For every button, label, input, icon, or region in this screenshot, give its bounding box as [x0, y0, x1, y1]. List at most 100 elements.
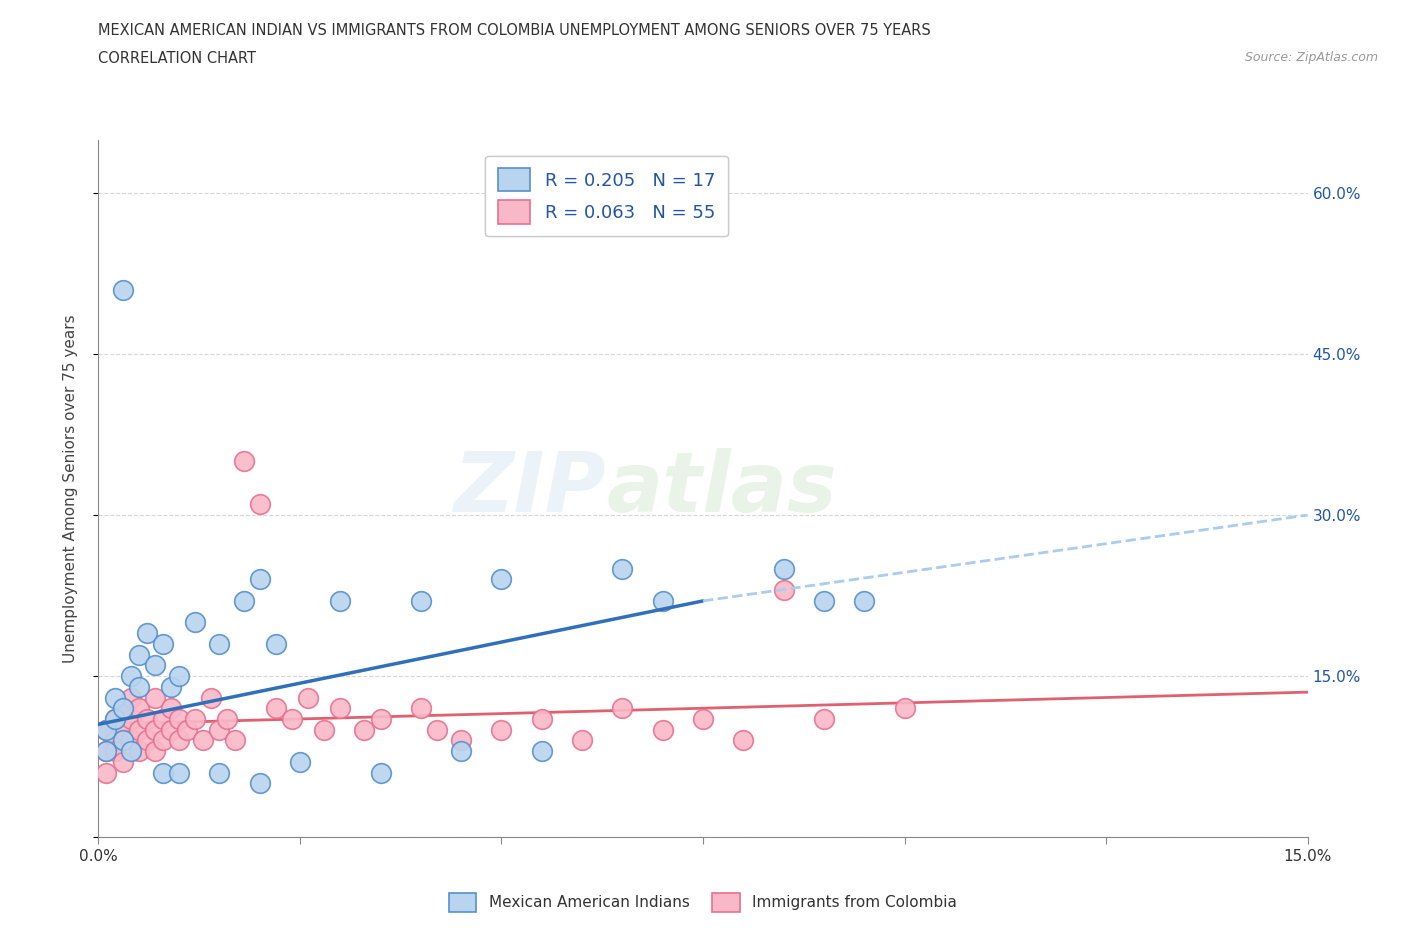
Text: atlas: atlas [606, 447, 837, 529]
Point [612, 562, 634, 577]
Point [111, 701, 134, 716]
Point [160, 723, 183, 737]
Point [111, 283, 134, 298]
Point [128, 679, 150, 694]
Point [353, 723, 375, 737]
Point [111, 754, 134, 769]
Y-axis label: Unemployment Among Seniors over 75 years: Unemployment Among Seniors over 75 years [63, 314, 77, 662]
Point [103, 733, 125, 748]
Point [208, 765, 231, 780]
Point [491, 572, 513, 587]
Point [143, 723, 166, 737]
Point [409, 593, 432, 608]
Point [128, 647, 150, 662]
Point [651, 723, 673, 737]
Point [297, 690, 319, 705]
Point [370, 765, 392, 780]
Point [111, 723, 134, 737]
Point [450, 744, 472, 759]
Point [167, 669, 190, 684]
Point [224, 733, 246, 748]
Legend: R = 0.205   N = 17, R = 0.063   N = 55: R = 0.205 N = 17, R = 0.063 N = 55 [485, 155, 727, 236]
Point [120, 669, 142, 684]
Point [232, 454, 254, 469]
Point [612, 701, 634, 716]
Point [329, 593, 352, 608]
Point [135, 733, 157, 748]
Point [249, 776, 271, 790]
Point [143, 744, 166, 759]
Point [128, 701, 150, 716]
Point [135, 711, 157, 726]
Point [813, 593, 835, 608]
Point [184, 615, 207, 630]
Point [893, 701, 915, 716]
Point [160, 679, 183, 694]
Point [120, 733, 142, 748]
Point [96, 744, 118, 759]
Point [167, 711, 190, 726]
Legend: Mexican American Indians, Immigrants from Colombia: Mexican American Indians, Immigrants fro… [443, 887, 963, 918]
Point [281, 711, 304, 726]
Point [314, 723, 336, 737]
Point [853, 593, 876, 608]
Point [733, 733, 755, 748]
Point [128, 723, 150, 737]
Point [450, 733, 472, 748]
Point [152, 711, 174, 726]
Point [200, 690, 222, 705]
Point [288, 754, 311, 769]
Point [249, 572, 271, 587]
Point [103, 690, 125, 705]
Point [530, 744, 553, 759]
Point [143, 690, 166, 705]
Text: Source: ZipAtlas.com: Source: ZipAtlas.com [1244, 51, 1378, 64]
Point [193, 733, 215, 748]
Point [111, 701, 134, 716]
Point [103, 711, 125, 726]
Point [160, 701, 183, 716]
Point [167, 733, 190, 748]
Point [120, 744, 142, 759]
Point [530, 711, 553, 726]
Point [409, 701, 432, 716]
Point [96, 765, 118, 780]
Point [143, 658, 166, 672]
Point [103, 744, 125, 759]
Point [152, 765, 174, 780]
Point [96, 744, 118, 759]
Point [96, 723, 118, 737]
Point [571, 733, 593, 748]
Point [128, 744, 150, 759]
Point [135, 626, 157, 641]
Point [184, 711, 207, 726]
Point [111, 733, 134, 748]
Point [152, 636, 174, 651]
Text: CORRELATION CHART: CORRELATION CHART [98, 51, 256, 66]
Point [208, 723, 231, 737]
Point [772, 562, 794, 577]
Point [120, 690, 142, 705]
Point [167, 765, 190, 780]
Point [813, 711, 835, 726]
Point [491, 723, 513, 737]
Point [217, 711, 239, 726]
Point [96, 723, 118, 737]
Point [264, 701, 287, 716]
Point [370, 711, 392, 726]
Text: ZIP: ZIP [454, 447, 606, 529]
Point [426, 723, 449, 737]
Point [692, 711, 714, 726]
Point [772, 583, 794, 598]
Point [103, 711, 125, 726]
Point [208, 636, 231, 651]
Point [152, 733, 174, 748]
Text: MEXICAN AMERICAN INDIAN VS IMMIGRANTS FROM COLOMBIA UNEMPLOYMENT AMONG SENIORS O: MEXICAN AMERICAN INDIAN VS IMMIGRANTS FR… [98, 23, 931, 38]
Point [120, 711, 142, 726]
Point [232, 593, 254, 608]
Point [249, 497, 271, 512]
Point [329, 701, 352, 716]
Point [264, 636, 287, 651]
Point [651, 593, 673, 608]
Point [176, 723, 198, 737]
